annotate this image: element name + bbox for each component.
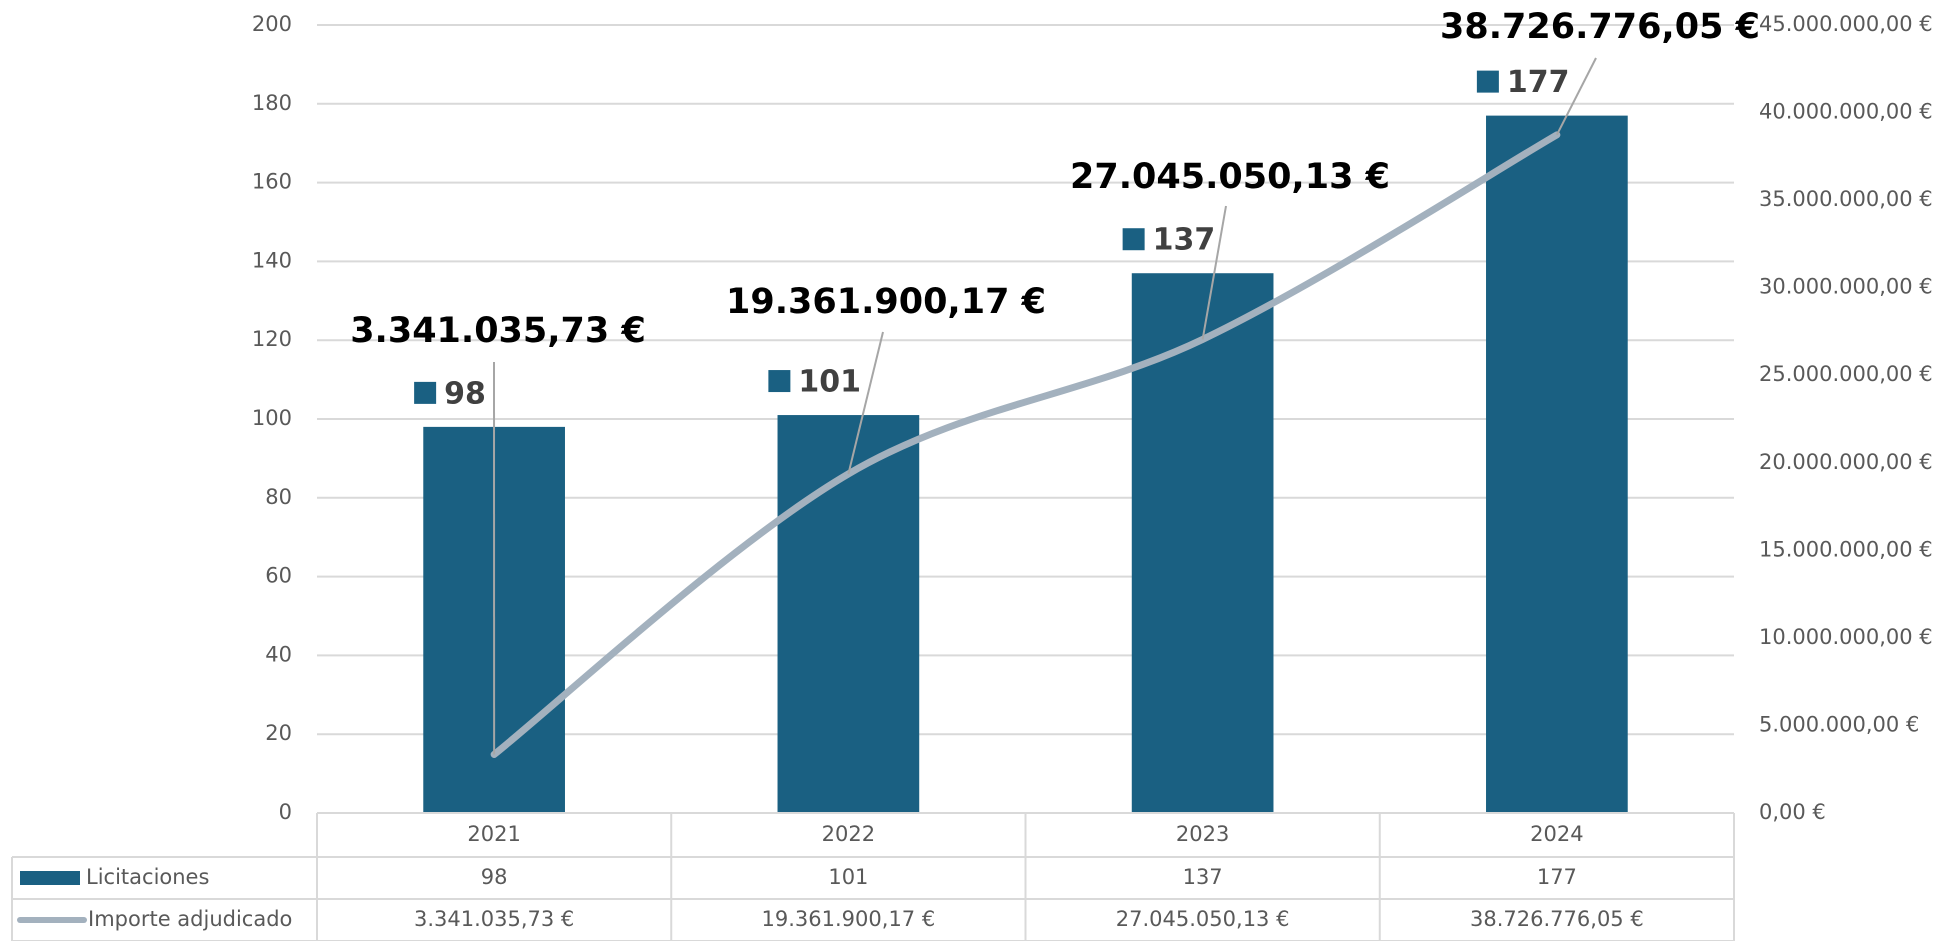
y-tick-label: 160 <box>252 170 292 194</box>
leader-line <box>847 331 884 475</box>
y-tick-label: 60 <box>265 564 292 588</box>
legend-label: Licitaciones <box>86 865 209 889</box>
leader-line <box>1555 57 1597 136</box>
table-cell: 101 <box>828 865 868 889</box>
bar-label-key <box>768 370 791 393</box>
y-tick-label: 100 <box>252 406 292 430</box>
bar-label: 137 <box>1153 223 1216 258</box>
line-label: 27.045.050,13 € <box>1070 157 1390 197</box>
leader-line <box>1201 205 1227 340</box>
y-tick-label: 0 <box>279 800 292 824</box>
y2-tick-label: 35.000.000,00 € <box>1759 187 1933 211</box>
table-cell: 137 <box>1183 865 1223 889</box>
table-cell: 3.341.035,73 € <box>414 907 574 931</box>
table-cell: 19.361.900,17 € <box>762 907 936 931</box>
bar-label-key <box>1476 70 1499 93</box>
x-tick-label: 2021 <box>467 822 520 846</box>
x-tick-label: 2024 <box>1530 822 1583 846</box>
y-tick-label: 140 <box>252 248 292 272</box>
y-tick-label: 40 <box>265 642 292 666</box>
y-tick-label: 200 <box>252 12 292 36</box>
y2-tick-label: 15.000.000,00 € <box>1759 537 1933 561</box>
y2-tick-label: 5.000.000,00 € <box>1759 712 1919 736</box>
line-label: 3.341.035,73 € <box>350 311 646 351</box>
line-label: 38.726.776,05 € <box>1440 7 1760 47</box>
bar-label-key <box>414 381 437 404</box>
legend-key <box>20 871 80 885</box>
y2-tick-label: 40.000.000,00 € <box>1759 100 1933 124</box>
x-tick-label: 2022 <box>822 822 875 846</box>
y2-tick-label: 45.000.000,00 € <box>1759 12 1933 36</box>
y-tick-label: 180 <box>252 91 292 115</box>
y-tick-label: 120 <box>252 327 292 351</box>
x-tick-label: 2023 <box>1176 822 1229 846</box>
table-cell: 27.045.050,13 € <box>1116 907 1290 931</box>
table-cell: 98 <box>481 865 508 889</box>
bar <box>1486 115 1628 814</box>
line-label: 19.361.900,17 € <box>726 282 1046 322</box>
y2-tick-label: 30.000.000,00 € <box>1759 275 1933 299</box>
y2-tick-label: 0,00 € <box>1759 800 1826 824</box>
line <box>490 131 1561 758</box>
y-tick-label: 20 <box>265 721 292 745</box>
bar-label: 177 <box>1507 65 1570 100</box>
bar <box>1131 273 1274 814</box>
table-cell: 38.726.776,05 € <box>1470 907 1644 931</box>
bar-label-key <box>1122 228 1145 251</box>
y2-tick-label: 10.000.000,00 € <box>1759 625 1933 649</box>
y2-tick-label: 25.000.000,00 € <box>1759 362 1933 386</box>
legend-label: Importe adjudicado <box>88 907 292 931</box>
bar-label: 98 <box>444 376 486 411</box>
bar-label: 101 <box>798 365 861 400</box>
bar <box>777 415 920 813</box>
y2-tick-label: 20.000.000,00 € <box>1759 450 1933 474</box>
y-tick-label: 80 <box>265 485 292 509</box>
table-cell: 177 <box>1537 865 1577 889</box>
